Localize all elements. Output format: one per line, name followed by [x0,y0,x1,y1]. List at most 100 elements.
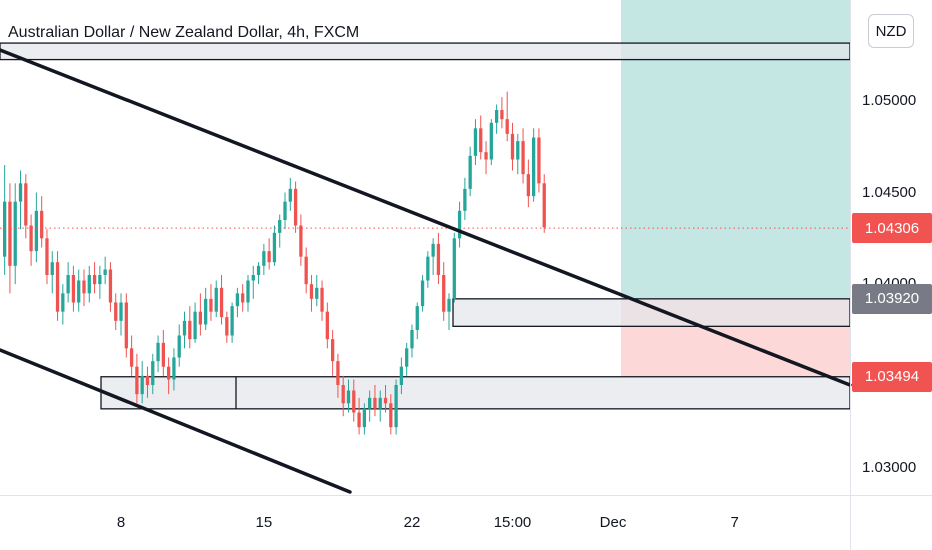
candle-body [145,375,150,385]
candle-body [156,342,160,362]
candle [61,284,65,325]
channel-upper-line [0,48,852,387]
currency-selector-button[interactable]: NZD [868,14,914,48]
candle-body [177,335,181,358]
candle-body [468,155,472,189]
candle [516,133,520,175]
candle-body [267,251,271,263]
candle [526,159,530,208]
candle-body [172,357,176,380]
candle-body [3,201,7,257]
candle [188,306,192,349]
candle [13,183,17,285]
candle-body [256,265,261,275]
candle-body [325,311,329,340]
candle-body [50,262,54,275]
candle-body [55,262,60,312]
candle [426,251,430,288]
candle-body [251,275,255,281]
candle [262,243,266,275]
candle-body [87,275,91,294]
candle-body [383,397,388,404]
candle [251,265,255,299]
candle [204,287,208,330]
candle-body [13,201,17,266]
candle-body [246,280,250,303]
candle [108,262,113,312]
candle [505,91,509,142]
candle [537,128,541,193]
candle-body [235,293,240,307]
candle [447,293,451,330]
candle-body [415,306,419,330]
candle [193,302,197,343]
candle-body [426,256,430,281]
candle [315,275,319,307]
candle-body [436,243,441,275]
candle-body [405,348,409,367]
candle [500,97,504,129]
chart-title: Australian Dollar / New Zealand Dollar, … [8,24,360,41]
candle [431,238,435,275]
candle-body [389,403,393,428]
candle-body [24,183,28,226]
candle-body [373,397,377,409]
candle [214,280,218,318]
candle [45,229,49,285]
candle [336,353,340,398]
candle-body [262,251,266,266]
candle [24,174,28,239]
candle-body [431,243,435,257]
candle-body [399,366,404,385]
candle-body [484,152,488,160]
candle-body [410,330,414,349]
time-tick-label: Dec [599,514,627,531]
candle [341,375,345,417]
candle [166,357,171,395]
price-tag: 1.03494 [852,361,932,392]
candle-body [420,280,425,307]
candle-body [457,210,462,239]
candle-body [309,284,314,299]
candle [92,262,97,294]
time-tick-label: 7 [730,514,739,531]
candle [129,335,134,376]
candle-body [500,110,504,120]
candle [405,342,409,376]
candle-body [357,412,361,428]
time-tick-label: 22 [403,514,421,531]
candle-body [151,361,155,385]
candle-body [352,390,356,413]
candle-body [108,269,113,303]
candle-body [330,339,335,362]
candle [442,262,446,321]
candle [198,293,203,336]
candle [399,357,404,395]
candle-body [219,287,224,318]
candle [362,403,367,435]
candle [389,394,393,435]
candle [278,214,282,248]
candle [230,302,234,343]
candle-body [299,225,303,257]
candle [304,247,308,294]
candles-layer [3,91,546,435]
candle [82,269,86,307]
candle [119,293,123,336]
candle-body [71,275,76,303]
candle [87,265,91,303]
candle-body [8,201,12,266]
candle-body [283,201,287,220]
price-tick-label: 1.05000 [862,91,917,109]
candle [219,275,224,325]
candle [8,183,12,294]
candle [468,146,472,197]
candle [368,390,372,422]
candle-body [214,287,218,312]
candle [182,311,187,349]
candle [225,311,229,343]
candle [140,361,144,404]
candle-body [45,238,49,275]
candle-body [40,210,44,239]
